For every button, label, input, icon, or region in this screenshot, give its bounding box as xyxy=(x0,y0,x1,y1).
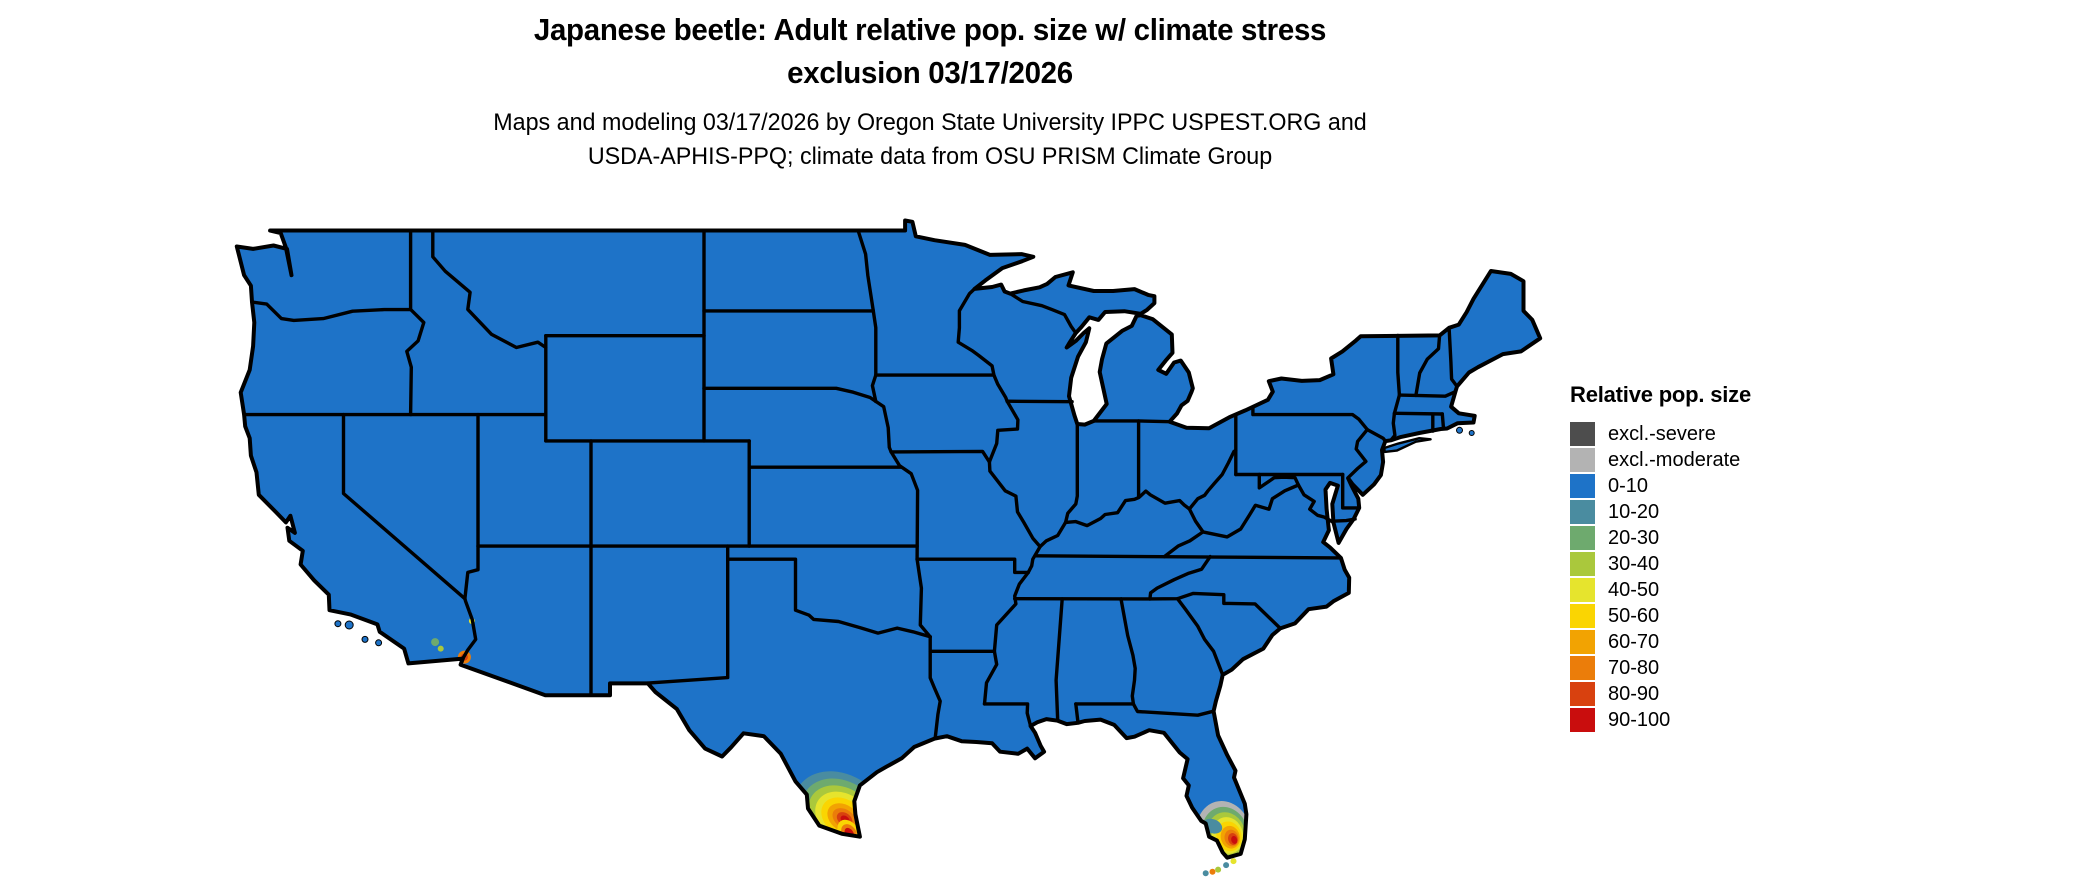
island-dot xyxy=(334,620,342,628)
legend-swatch xyxy=(1570,630,1595,654)
us-outline xyxy=(234,218,1543,860)
legend-swatch xyxy=(1570,422,1595,446)
legend-item-label: 0-10 xyxy=(1608,475,1649,497)
island-dot xyxy=(361,635,369,643)
state-borders xyxy=(242,228,1459,740)
long-island xyxy=(1383,437,1432,454)
legend-item: 20-30 xyxy=(1570,525,1870,551)
legend-swatch xyxy=(1570,656,1595,680)
legend-swatch xyxy=(1570,500,1595,524)
legend-item-label: excl.-moderate xyxy=(1608,449,1741,471)
subtitle-line2: USDA-APHIS-PPQ; climate data from OSU PR… xyxy=(587,143,1273,170)
legend-item: 70-80 xyxy=(1570,655,1870,681)
legend-item-label: 30-40 xyxy=(1608,553,1660,575)
legend-swatch xyxy=(1570,682,1595,706)
island-dot xyxy=(1468,430,1475,436)
legend-rows: excl.-severe excl.-moderate 0-10 10-20 20-30… xyxy=(1570,421,1870,733)
legend-item: excl.-moderate xyxy=(1570,447,1870,473)
legend-item-label: 90-100 xyxy=(1608,709,1671,731)
page-title-line2: exclusion 03/17/2026 xyxy=(787,55,1073,90)
legend-item: 90-100 xyxy=(1570,707,1870,733)
legend-item-label: 80-90 xyxy=(1608,683,1660,705)
legend-item: excl.-severe xyxy=(1570,421,1870,447)
legend-item-label: 40-50 xyxy=(1608,579,1660,601)
legend-item-label: 10-20 xyxy=(1608,501,1660,523)
legend-swatch xyxy=(1570,604,1595,628)
subtitle-line1: Maps and modeling 03/17/2026 by Oregon S… xyxy=(493,109,1367,136)
legend-item-label: 50-60 xyxy=(1608,605,1660,627)
legend-swatch xyxy=(1570,448,1595,472)
legend-item-label: 60-70 xyxy=(1608,631,1660,653)
header: Japanese beetle: Adult relative pop. siz… xyxy=(0,14,1860,169)
page-title-line1: Japanese beetle: Adult relative pop. siz… xyxy=(533,12,1327,47)
legend-item-label: 20-30 xyxy=(1608,527,1660,549)
legend-item: 30-40 xyxy=(1570,551,1870,577)
legend-swatch xyxy=(1570,578,1595,602)
legend-item: 60-70 xyxy=(1570,629,1870,655)
island-dot xyxy=(344,620,354,630)
legend-item-label: excl.-severe xyxy=(1608,423,1716,445)
island-dot xyxy=(375,639,383,647)
legend-swatch xyxy=(1570,474,1595,498)
legend-title: Relative pop. size xyxy=(1570,382,1752,407)
legend-swatch xyxy=(1570,708,1595,732)
island-dot xyxy=(1456,426,1463,434)
florida-keys-dots xyxy=(1202,858,1237,877)
legend-item-label: 70-80 xyxy=(1608,657,1660,679)
legend-swatch xyxy=(1570,552,1595,576)
us-landmass xyxy=(236,220,1541,858)
legend: Relative pop. size excl.-severe excl.-mod… xyxy=(1570,382,1870,733)
legend-item: 50-60 xyxy=(1570,603,1870,629)
legend-item: 40-50 xyxy=(1570,577,1870,603)
legend-item: 10-20 xyxy=(1570,499,1870,525)
legend-swatch xyxy=(1570,526,1595,550)
subtitle: Maps and modeling 03/17/2026 by Oregon S… xyxy=(0,110,1860,169)
legend-item: 0-10 xyxy=(1570,473,1870,499)
legend-item: 80-90 xyxy=(1570,681,1870,707)
